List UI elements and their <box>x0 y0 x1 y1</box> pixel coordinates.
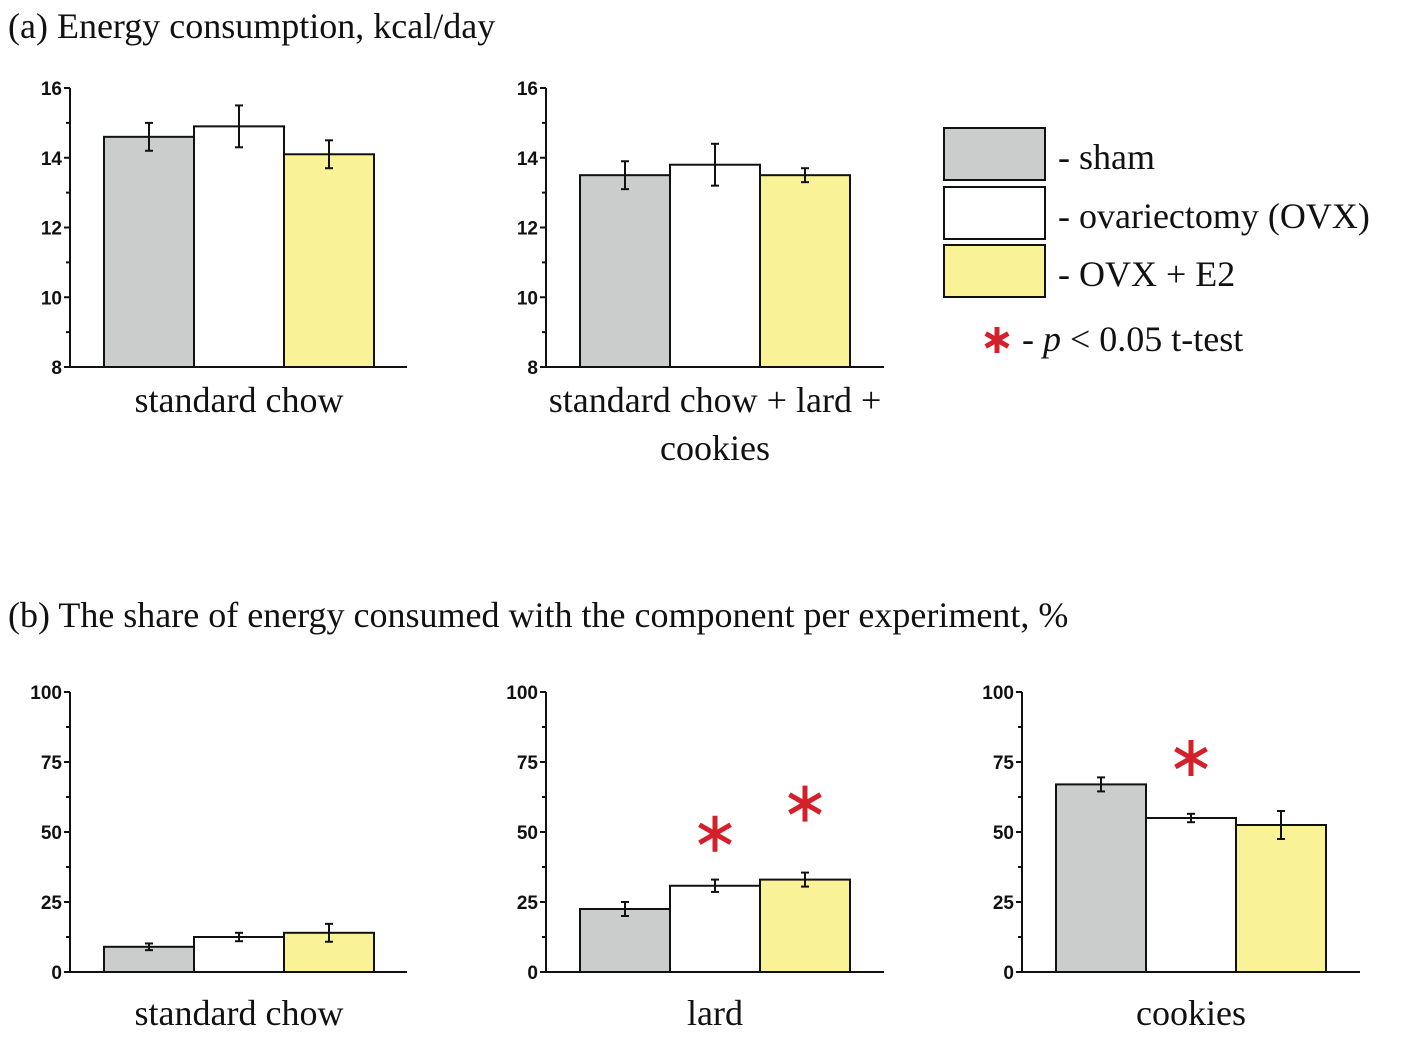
chart-3: 0 25 50 75 100 standard chow <box>30 683 407 1033</box>
y-tick-label: 75 <box>41 753 63 774</box>
y-tick-label: 0 <box>1003 963 1014 984</box>
chart-1: 8 10 12 14 16 standard chow <box>41 79 407 420</box>
x-category-label: standard chow <box>135 380 344 420</box>
legend-label-ovx: - ovariectomy (OVX) <box>1058 196 1370 236</box>
y-tick-label: 14 <box>517 149 539 170</box>
y-tick-label: 25 <box>41 893 63 914</box>
bar-ovx-e2 <box>759 878 851 973</box>
significance-star-icon <box>984 327 1010 353</box>
bar-ovx-e2 <box>283 153 375 368</box>
y-tick-label: 10 <box>41 288 62 309</box>
chart-2: 8 10 12 14 16 standard chow + lard + cookies <box>517 79 884 468</box>
bar-ovariectomy-ovx- <box>1145 817 1237 973</box>
legend-swatch-ovx-e2 <box>943 244 1046 298</box>
chart-5: 0 25 50 75 100 cookies <box>982 683 1360 1033</box>
bar-sham <box>579 908 671 973</box>
significance-star-icon <box>984 327 1010 353</box>
x-category-label: standard chow <box>135 993 344 1033</box>
y-tick-label: 50 <box>41 823 62 844</box>
y-tick-label: 16 <box>41 79 62 100</box>
x-category-label: cookies <box>1136 993 1246 1033</box>
bar-ovariectomy-ovx- <box>669 884 761 974</box>
legend: - sham - ovariectomy (OVX) - OVX + E2 - … <box>943 127 1370 359</box>
bar-ovx-e2 <box>1235 824 1327 973</box>
y-tick-label: 75 <box>993 753 1015 774</box>
x-category-label: lard <box>687 993 743 1033</box>
x-category-label: cookies <box>660 428 770 468</box>
legend-significance-label: - p < 0.05 t-test <box>1022 319 1243 359</box>
bar-sham <box>579 174 671 368</box>
star-stroke <box>788 792 822 815</box>
y-tick-label: 75 <box>517 753 539 774</box>
bar-ovariectomy-ovx- <box>193 125 285 368</box>
bar-sham <box>103 135 195 368</box>
bar-ovx-e2 <box>759 174 851 368</box>
chart-4: 0 25 50 75 100 lard <box>506 683 884 1033</box>
y-tick-label: 100 <box>30 683 62 704</box>
star-stroke <box>698 822 732 845</box>
y-tick-label: 100 <box>982 683 1014 704</box>
legend-label-ovx-e2: - OVX + E2 <box>1058 254 1235 294</box>
y-tick-label: 8 <box>51 358 62 379</box>
y-tick-label: 12 <box>517 219 538 240</box>
y-tick-label: 50 <box>993 823 1014 844</box>
star-stroke <box>1174 746 1208 770</box>
significance-star-icon <box>698 815 732 852</box>
y-tick-label: 0 <box>51 963 62 984</box>
y-tick-label: 12 <box>41 219 62 240</box>
y-tick-label: 14 <box>41 149 63 170</box>
y-tick-label: 16 <box>517 79 538 100</box>
y-tick-label: 25 <box>517 893 539 914</box>
bar-ovariectomy-ovx- <box>669 163 761 368</box>
y-tick-label: 50 <box>517 823 538 844</box>
significance-star-icon <box>788 785 822 822</box>
y-tick-label: 100 <box>506 683 538 704</box>
bar-ovariectomy-ovx- <box>193 936 285 973</box>
bar-sham <box>1055 783 1147 974</box>
section-b-title: (b) The share of energy consumed with th… <box>8 595 1068 635</box>
significance-star-icon <box>1174 740 1208 776</box>
legend-label-sham: - sham <box>1058 137 1155 177</box>
y-tick-label: 25 <box>993 893 1015 914</box>
legend-swatch-sham <box>943 127 1046 181</box>
y-tick-label: 10 <box>517 288 538 309</box>
star-stroke <box>984 331 1010 349</box>
legend-swatch-ovx <box>943 186 1046 240</box>
x-category-label: standard chow + lard + <box>549 380 882 420</box>
section-a-title: (a) Energy consumption, kcal/day <box>8 6 495 46</box>
y-tick-label: 8 <box>527 358 538 379</box>
y-tick-label: 0 <box>527 963 538 984</box>
